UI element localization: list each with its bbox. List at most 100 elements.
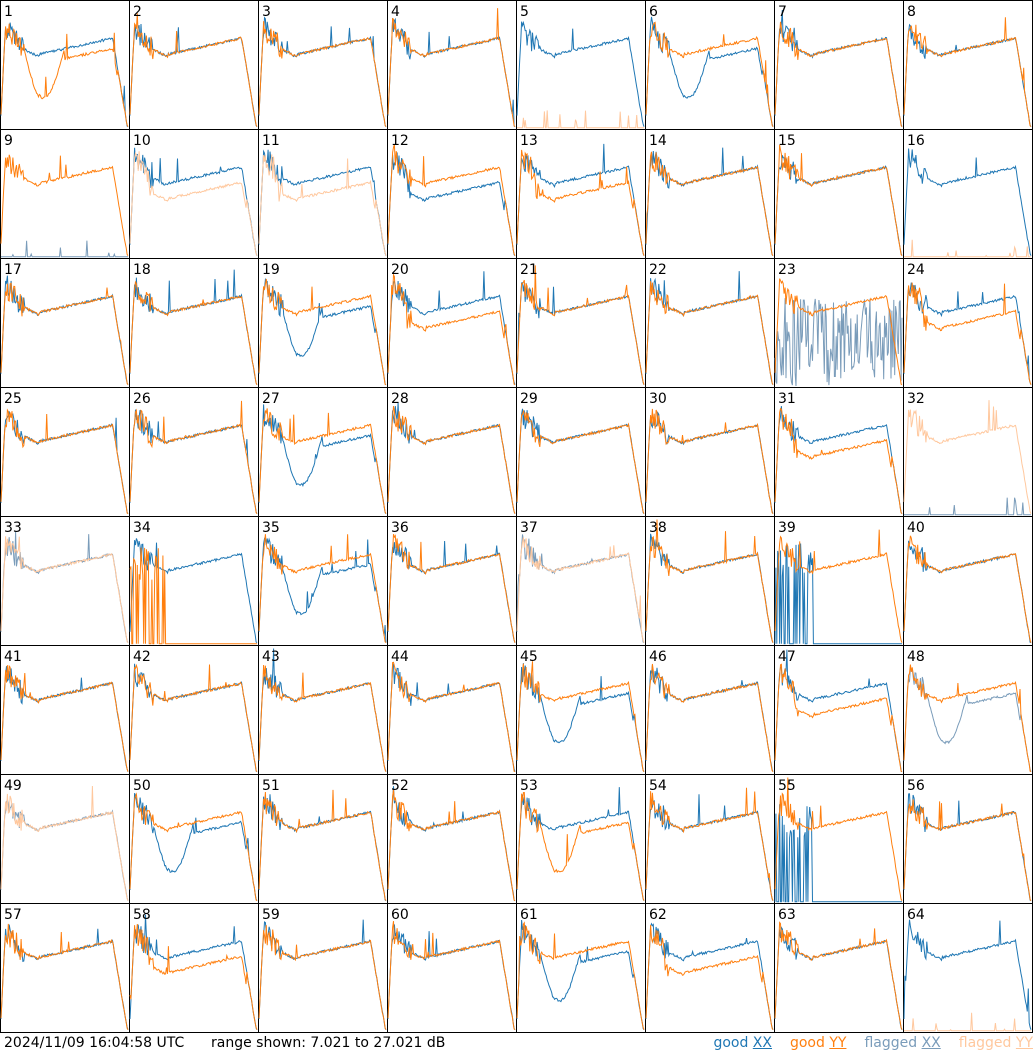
series-yy-line [0,282,129,385]
series-xx-line [258,149,387,256]
panel-label: 19 [262,262,280,278]
series-yy-line [774,777,903,901]
panel-label: 56 [907,778,925,794]
antenna-panel-61: 61 [516,903,646,1033]
panel-frame [258,0,388,130]
series-yy-line [258,664,387,772]
panel-label: 10 [133,133,151,149]
panel-label: 53 [520,778,538,794]
series-yy-line [904,239,1031,258]
panel-frame [774,645,904,775]
antenna-panel-37: 37 [516,516,646,646]
series-yy-line [903,400,1032,514]
antenna-panel-27: 27 [258,387,388,517]
panel-label: 34 [133,520,151,536]
series-yy-line [129,400,258,514]
series-yy-line [129,151,258,256]
series-xx-line [387,271,516,385]
series-yy-line [129,547,257,645]
series-yy-line [903,17,1032,128]
panel-label: 33 [4,520,22,536]
panel-label: 57 [4,907,22,923]
antenna-panel-56: 56 [903,774,1033,904]
antenna-panel-23: 23 [774,258,904,388]
series-xx-line [903,282,1032,385]
panel-frame [774,129,904,259]
panel-label: 4 [391,4,400,20]
panel-label: 23 [778,262,796,278]
panel-label: 52 [391,778,409,794]
series-yy-line [774,21,903,127]
antenna-panel-58: 58 [129,903,259,1033]
antenna-panel-18: 18 [129,258,259,388]
series-yy-line [258,534,387,644]
antenna-panel-50: 50 [129,774,259,904]
panel-frame [387,387,517,517]
panel-label: 27 [262,391,280,407]
series-xx-line [129,914,258,1030]
panel-frame [516,387,646,517]
series-yy-line [0,536,129,644]
panel-label: 51 [262,778,280,794]
antenna-panel-1: 1 [0,0,130,130]
legend-flagged-xx-pol: XX [921,1035,941,1051]
antenna-panel-26: 26 [129,387,259,517]
series-yy-line [645,281,774,385]
panel-label: 9 [4,133,13,149]
antenna-panel-12: 12 [387,129,517,259]
panel-frame [0,129,130,259]
series-yy-line [903,282,1032,385]
panel-frame [516,258,646,388]
panel-frame [0,903,130,1033]
legend-flagged-yy-pol: YY [1015,1035,1033,1051]
panel-frame [129,0,259,130]
series-yy-line [0,664,129,772]
series-yy-line [258,21,387,127]
series-yy-line [516,791,645,901]
series-yy-line [516,149,645,256]
panel-label: 22 [649,262,667,278]
panel-label: 64 [907,907,925,923]
legend-flagged-xx-state: flagged [864,1035,922,1051]
series-xx-line [774,298,903,387]
antenna-panel-34: 34 [129,516,259,646]
antenna-panel-64: 64 [903,903,1033,1033]
series-yy-line [0,785,129,901]
series-yy-line [903,664,1032,773]
series-yy-line [258,925,387,1030]
series-xx-line [516,20,645,127]
antenna-panel-22: 22 [645,258,775,388]
panel-label: 58 [133,907,151,923]
panel-frame [516,903,646,1033]
antenna-panel-16: 16 [903,129,1033,259]
series-yy-line [258,278,387,386]
panel-label: 18 [133,262,151,278]
legend-good-xx: good XX [713,1033,772,1053]
antenna-panel-17: 17 [0,258,130,388]
panel-label: 13 [520,133,538,149]
antenna-panel-36: 36 [387,516,517,646]
antenna-panel-39: 39 [774,516,904,646]
panel-label: 20 [391,262,409,278]
series-yy-line [645,408,774,514]
series-xx-line [516,143,645,256]
panel-label: 2 [133,4,142,20]
series-xx-line [516,919,645,1030]
panel-frame [129,903,259,1033]
panel-label: 6 [649,4,658,20]
series-xx-line [904,497,1031,516]
antenna-panel-24: 24 [903,258,1033,388]
series-yy-line [516,921,645,1030]
panel-frame [129,258,259,388]
panel-label: 45 [520,649,538,665]
legend-flagged-xx: flagged XX [864,1033,940,1053]
panel-frame [645,129,775,259]
series-yy-line [258,154,387,256]
series-yy-line [0,23,129,127]
series-yy-line [903,535,1032,643]
panel-label: 54 [649,778,667,794]
antenna-panel-25: 25 [0,387,130,517]
panel-label: 21 [520,262,538,278]
panel-label: 25 [4,391,22,407]
